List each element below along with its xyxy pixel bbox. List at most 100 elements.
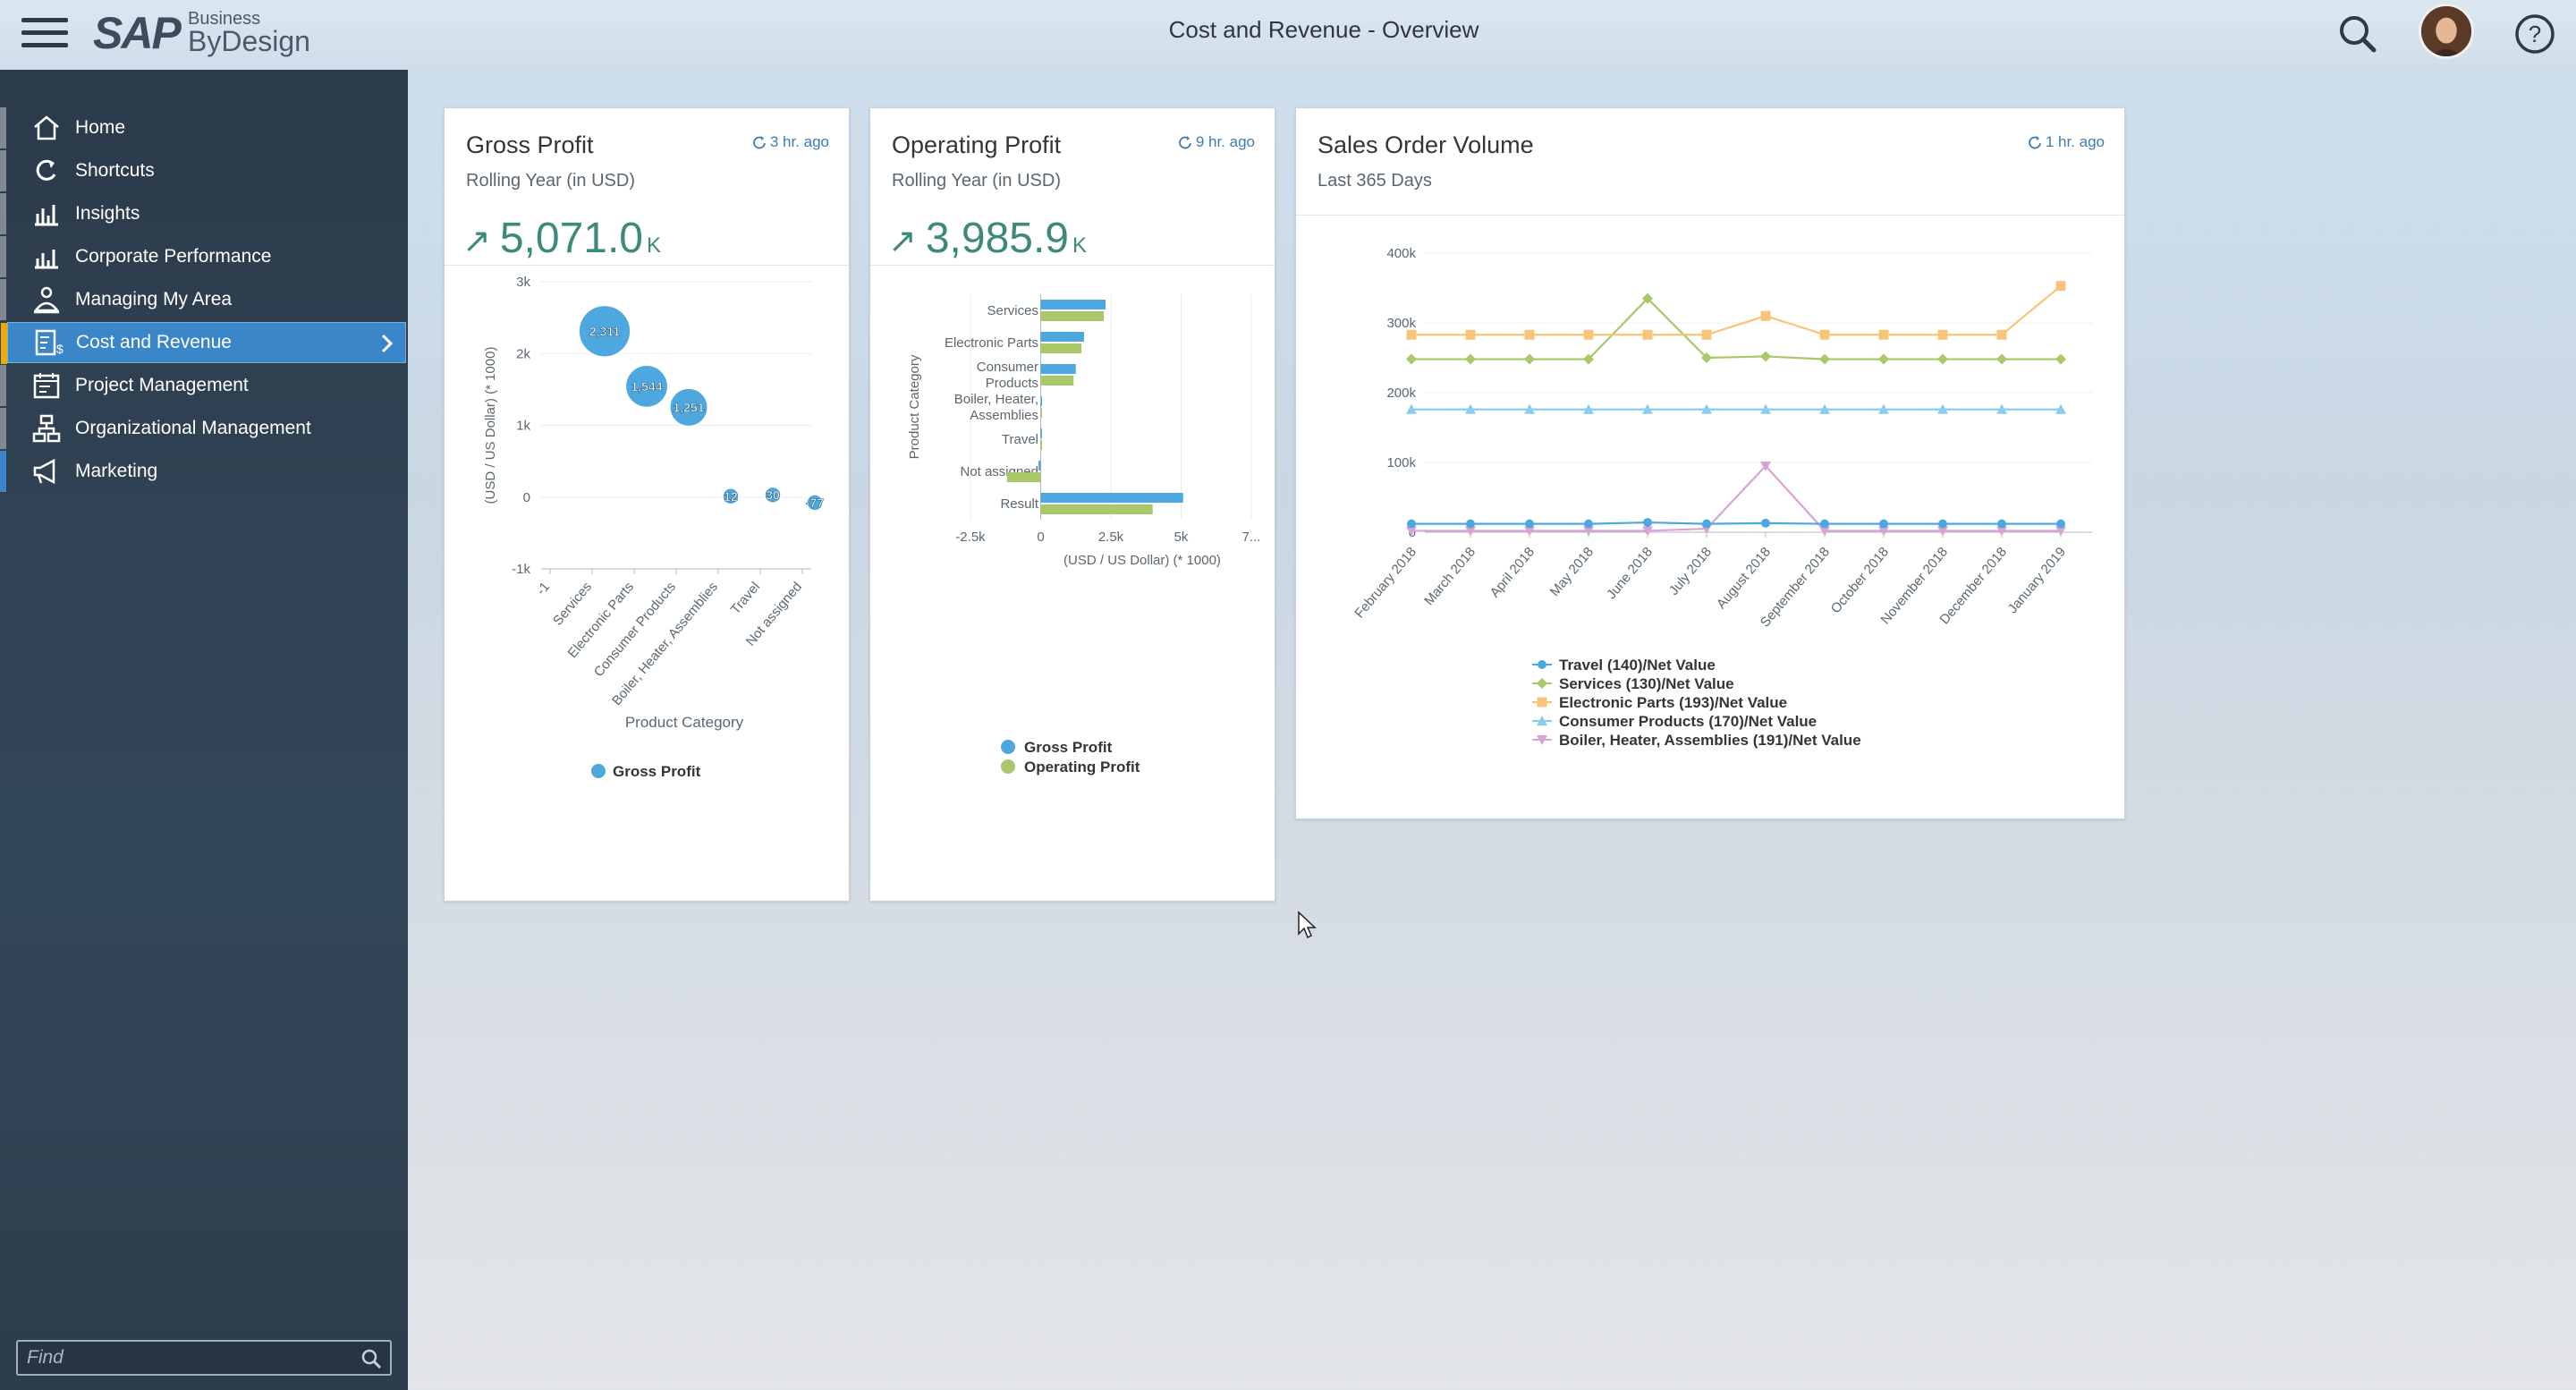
bar: [1040, 311, 1105, 321]
card-subtitle: Last 365 Days: [1318, 171, 1432, 191]
data-point: [1820, 519, 1829, 529]
x-tick-label: June 2018: [1604, 545, 1656, 603]
y-tick-label: 0: [523, 490, 530, 505]
sales-order-volume-card[interactable]: Sales Order Volume 1 hr. ago Last 365 Da…: [1295, 107, 2125, 819]
y-tick-label: Electronic Parts: [945, 335, 1038, 351]
data-point: [1465, 403, 1476, 414]
x-tick-label: -1: [533, 580, 553, 598]
y-axis-title: Product Category: [907, 354, 922, 459]
search-icon[interactable]: [360, 1347, 383, 1370]
sidebar-item-marketing[interactable]: Marketing: [0, 451, 406, 492]
y-tick-label: 400k: [1386, 246, 1416, 261]
data-point: [1819, 403, 1830, 414]
y-tick-label: Products: [986, 376, 1038, 391]
data-point: [1701, 403, 1712, 414]
data-point: [1878, 353, 1889, 365]
find-input[interactable]: [27, 1345, 349, 1370]
data-point: [1937, 329, 1948, 340]
x-tick-label: July 2018: [1666, 545, 1715, 598]
series-line: [1411, 521, 2061, 525]
gross-profit-card[interactable]: Gross Profit 3 hr. ago Rolling Year (in …: [444, 107, 850, 902]
data-point: [1537, 697, 1547, 708]
organizational-management-icon: [32, 414, 61, 443]
bar: [1040, 364, 1076, 374]
x-tick-label: -2.5k: [955, 530, 986, 545]
managing-my-area-icon: [33, 286, 60, 314]
data-point: [1537, 735, 1547, 745]
sidebar-item-label: Corporate Performance: [75, 246, 272, 267]
svg-text:?: ?: [2529, 21, 2541, 47]
hamburger-menu-icon[interactable]: [21, 13, 68, 55]
data-point: [1524, 329, 1535, 340]
operating-profit-card[interactable]: Operating Profit 9 hr. ago Rolling Year …: [869, 107, 1275, 902]
refresh-icon: [752, 136, 766, 149]
home-icon: [34, 115, 59, 140]
refresh-indicator[interactable]: 9 hr. ago: [1178, 133, 1255, 151]
card-header: Gross Profit 3 hr. ago Rolling Year (in …: [445, 108, 849, 266]
kpi-value: ↗ 5,071.0 K: [462, 215, 662, 262]
bar: [1040, 332, 1084, 342]
data-point: [1761, 518, 1770, 528]
refresh-icon: [1178, 136, 1191, 149]
data-point: [1937, 403, 1948, 414]
shortcuts-icon: [36, 159, 56, 181]
bar: [1040, 428, 1042, 438]
bar: [1040, 493, 1183, 503]
bubble-point: [764, 486, 782, 504]
search-icon[interactable]: [2333, 9, 2383, 59]
x-tick-label: 0: [1037, 530, 1044, 545]
data-point: [1642, 292, 1653, 304]
sidebar-item-insights[interactable]: Insights: [0, 193, 406, 234]
bar: [1040, 376, 1074, 386]
card-header: Sales Order Volume 1 hr. ago Last 365 Da…: [1296, 108, 2124, 216]
data-point: [1701, 352, 1712, 363]
series-line: [1411, 464, 2061, 532]
y-tick-label: 2k: [516, 346, 530, 361]
sidebar-item-organizational-management[interactable]: Organizational Management: [0, 408, 406, 449]
data-point: [1583, 329, 1594, 340]
legend-label: Services (130)/Net Value: [1559, 675, 1734, 692]
bar: [1006, 472, 1041, 482]
data-point: [1701, 329, 1712, 340]
y-tick-label: Consumer: [977, 360, 1038, 375]
data-point: [1465, 353, 1476, 365]
sidebar-item-cost-and-revenue[interactable]: $ Cost and Revenue: [1, 322, 406, 364]
data-point: [1643, 518, 1652, 528]
data-point: [1996, 403, 2007, 414]
y-tick-label: Assemblies: [970, 408, 1038, 423]
x-tick-label: April 2018: [1487, 545, 1538, 601]
bubble-point: [806, 494, 824, 512]
refresh-indicator[interactable]: 3 hr. ago: [752, 133, 829, 151]
shell-header: SAP Business ByDesign Cost and Revenue -…: [0, 0, 2576, 68]
data-point: [1406, 329, 1417, 340]
card-title: Gross Profit: [466, 131, 594, 158]
x-tick-label: February 2018: [1352, 545, 1419, 622]
legend-label: Boiler, Heater, Assemblies (191)/Net Val…: [1559, 732, 1861, 749]
legend-marker: [1001, 759, 1015, 774]
bar: [1040, 440, 1042, 450]
sidebar-item-corporate-performance[interactable]: Corporate Performance: [0, 236, 406, 277]
data-label: 1,544: [631, 379, 662, 394]
data-point: [1996, 329, 2007, 340]
sidebar-item-managing-my-area[interactable]: Managing My Area: [0, 279, 406, 320]
bubble-point: [578, 304, 631, 358]
y-tick-label: 200k: [1386, 386, 1416, 401]
help-icon[interactable]: ?: [2510, 9, 2560, 59]
data-point: [1937, 353, 1948, 365]
data-point: [1996, 353, 2007, 365]
sidebar-item-project-management[interactable]: Project Management: [0, 365, 406, 406]
svg-text:$: $: [56, 342, 64, 356]
data-point: [2055, 526, 2066, 537]
sidebar-item-home[interactable]: Home: [0, 107, 406, 148]
sidebar-item-shortcuts[interactable]: Shortcuts: [0, 150, 406, 191]
refresh-indicator[interactable]: 1 hr. ago: [2028, 133, 2105, 151]
y-axis-title: (USD / US Dollar) (* 1000): [483, 347, 498, 504]
find-field[interactable]: [16, 1340, 392, 1376]
legend-marker: [1001, 740, 1015, 754]
y-tick-label: 1k: [516, 419, 530, 434]
bubble-point: [722, 487, 740, 505]
user-avatar[interactable]: [2419, 4, 2474, 59]
page-title: Cost and Revenue - Overview: [1168, 16, 1479, 43]
data-point: [1584, 519, 1593, 529]
bubble-point: [669, 387, 708, 428]
